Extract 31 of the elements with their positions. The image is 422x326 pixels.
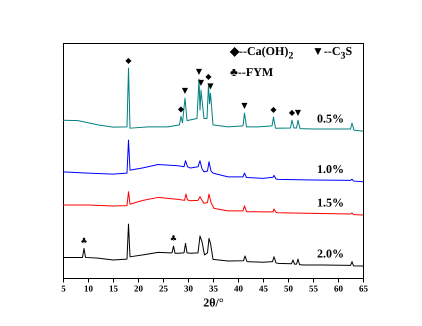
x-tick-label: 50 bbox=[284, 284, 294, 294]
annotation: ◆ bbox=[270, 105, 278, 114]
series-label: 1.0% bbox=[317, 162, 344, 176]
annotation: ◆ bbox=[125, 56, 132, 66]
series-label: 1.5% bbox=[317, 195, 344, 210]
x-tick-label: 35 bbox=[209, 284, 218, 294]
annotation: ♣--FYM bbox=[230, 65, 274, 79]
x-tick-label: 55 bbox=[309, 284, 318, 294]
x-tick-label: 25 bbox=[159, 284, 168, 294]
x-tick-label: 45 bbox=[259, 284, 268, 294]
annotation: ♣ bbox=[80, 236, 88, 246]
x-tick-label: 20 bbox=[134, 284, 144, 294]
annotation: ▼ bbox=[182, 86, 189, 96]
text: ▼--C$_{3}$S bbox=[312, 44, 352, 62]
text: ◆--Ca(OH)$_{2}$ bbox=[230, 44, 294, 62]
annotation: ♣ bbox=[170, 234, 178, 244]
annotation: ▼ bbox=[196, 67, 203, 76]
x-tick-label: 65 bbox=[359, 284, 368, 294]
annotation: ▼ bbox=[241, 101, 248, 110]
series-label: 2.0% bbox=[317, 246, 344, 260]
x-tick-label: 40 bbox=[234, 284, 244, 294]
x-tick-label: 15 bbox=[109, 284, 118, 294]
x-tick-label: 10 bbox=[84, 284, 94, 294]
x-axis-title: 2θ/° bbox=[203, 296, 224, 310]
x-tick-label: 30 bbox=[184, 284, 194, 294]
annotation: ◆ bbox=[205, 72, 212, 82]
annotation: ◆ bbox=[288, 108, 296, 118]
annotation: ▼ bbox=[294, 108, 302, 118]
x-tick-label: 60 bbox=[334, 284, 344, 294]
x-tick-label: 5 bbox=[61, 284, 66, 294]
series-label: 0.5% bbox=[317, 112, 344, 126]
